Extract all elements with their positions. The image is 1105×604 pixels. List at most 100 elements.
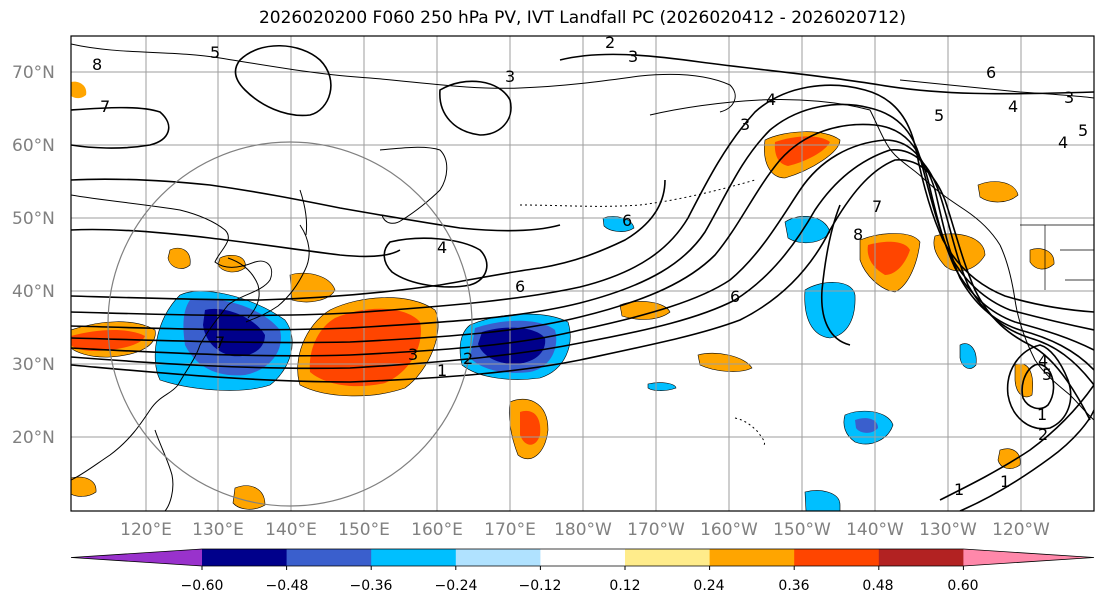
colorbar-swatch: [709, 549, 795, 566]
colorbar-swatch: [878, 549, 964, 566]
pv-contour-polar2: [439, 80, 512, 136]
lat-label: 20°N: [12, 428, 55, 448]
contour-label: 4: [1038, 351, 1048, 370]
contour-label: 3: [740, 115, 750, 134]
latitude-labels: 70°N 60°N 50°N 40°N 30°N 20°N: [12, 63, 55, 448]
negative-anomaly-region: [855, 418, 878, 433]
contour-label: 2: [1038, 425, 1048, 444]
colorbar-swatch: [286, 549, 372, 566]
positive-anomaly-region: [71, 81, 87, 99]
contour-label: 6: [730, 287, 740, 306]
lon-label: 140°E: [265, 520, 317, 540]
colorbar-swatch: [71, 549, 202, 566]
pv-contour-6: [71, 84, 1094, 317]
lon-label: 180°W: [554, 520, 612, 540]
lat-label: 40°N: [12, 282, 55, 302]
positive-anomaly-region: [1029, 248, 1055, 270]
pv-contour-low: [1006, 344, 1072, 430]
lon-label: 150°W: [773, 520, 831, 540]
positive-anomaly-region: [867, 241, 910, 275]
pv-contour-5: [71, 103, 1094, 331]
map-area: 2 3 3 4 5 4 3 5 4 5 6 7 8 7 3 6 4 6 6 8 …: [71, 33, 1094, 511]
pv-contour-east-edge2: [959, 409, 1094, 511]
pv-contour-4: [71, 123, 1094, 351]
contour-label: 4: [766, 90, 776, 109]
contour-label: 3: [408, 345, 418, 364]
pv-contour-3: [71, 139, 1094, 371]
contour-label: 4: [1058, 133, 1068, 152]
contour-label: 7: [100, 97, 110, 116]
contour-label: 1: [1000, 472, 1010, 491]
colorbar-tick-label: 0.12: [609, 578, 640, 594]
contour-label: 7: [872, 197, 882, 216]
pv-contour-north2: [71, 106, 170, 149]
colorbar-tick-label: 0.24: [693, 578, 724, 594]
coastline-siberia: [71, 43, 736, 113]
pv-contour-low-inner: [1021, 363, 1055, 410]
pv-contours: [71, 44, 1094, 511]
positive-anomaly-region: [977, 181, 1019, 203]
contour-label: 6: [515, 277, 525, 296]
positive-anomaly-region: [289, 272, 336, 303]
colorbar-swatch: [540, 549, 626, 566]
coastlines: [71, 43, 1094, 511]
positive-anomaly-region: [933, 233, 986, 272]
graticule: [71, 36, 1094, 511]
coastline-arctic: [899, 79, 1094, 99]
contour-labels: 2 3 3 4 5 4 3 5 4 5 6 7 8 7 3 6 4 6 6 8 …: [92, 33, 1088, 499]
contour-label: 3: [1064, 88, 1074, 107]
negative-anomaly-region: [804, 490, 841, 511]
positive-anomaly-region: [997, 448, 1021, 469]
contour-label: 5: [1042, 365, 1052, 384]
negative-anomaly-region: [478, 327, 546, 364]
contour-label: 8: [92, 55, 102, 74]
colorbar: −0.60 −0.48 −0.36 −0.24 −0.12 0.12 0.24 …: [70, 548, 1095, 594]
contour-label: 5: [1078, 121, 1088, 140]
coastline-hawaii: [734, 417, 765, 446]
positive-anomaly-region: [520, 410, 541, 445]
lon-label: 130°W: [919, 520, 977, 540]
colorbar-swatch: [625, 549, 711, 566]
coastline-alaska: [649, 98, 1001, 246]
map-frame: [70, 35, 1095, 512]
contour-label: 5: [210, 43, 220, 62]
contour-label: 2: [605, 33, 615, 52]
negative-anomaly-region: [647, 382, 677, 391]
lon-label: 160°E: [411, 520, 463, 540]
lat-label: 50°N: [12, 209, 55, 229]
positive-anomaly-region: [71, 476, 97, 497]
positive-anomaly-region: [167, 247, 191, 269]
contour-label: 6: [986, 63, 996, 82]
colorbar-tick-label: −0.60: [181, 578, 224, 594]
coastline-korea: [227, 257, 260, 319]
colorbar-tick-label: −0.36: [350, 578, 393, 594]
contour-label: 5: [934, 106, 944, 125]
negative-anomaly-region: [804, 282, 856, 339]
lon-label: 120°E: [120, 520, 172, 540]
lon-label: 120°W: [992, 520, 1050, 540]
negative-anomaly-region: [602, 216, 635, 232]
colorbar-tick-label: −0.12: [519, 578, 562, 594]
colorbar-swatch: [455, 549, 541, 566]
colorbar-tick-label: 0.36: [778, 578, 809, 594]
colorbar-swatch: [202, 549, 288, 566]
pv-contour-east-edge: [939, 384, 1094, 501]
colorbar-swatch: [371, 549, 457, 566]
pv-contour-polar: [234, 44, 332, 117]
coastline-kamchatka: [379, 146, 448, 224]
coastline-aleutians: [519, 179, 756, 207]
positive-anomaly-region: [217, 255, 246, 273]
colorbar-tick-label: 0.60: [947, 578, 978, 594]
lon-label: 160°W: [700, 520, 758, 540]
lon-label: 150°E: [338, 520, 390, 540]
lon-label: 130°E: [192, 520, 244, 540]
coastline-north-america: [999, 244, 1094, 421]
contour-label: 7: [215, 333, 225, 352]
lat-label: 70°N: [12, 63, 55, 83]
contour-label: 2: [463, 349, 473, 368]
coastline-usa-border: [1020, 224, 1094, 290]
pv-contour-ridge: [71, 179, 666, 301]
negative-anomaly-region: [959, 343, 977, 369]
coastline-sakhalin: [299, 189, 308, 236]
